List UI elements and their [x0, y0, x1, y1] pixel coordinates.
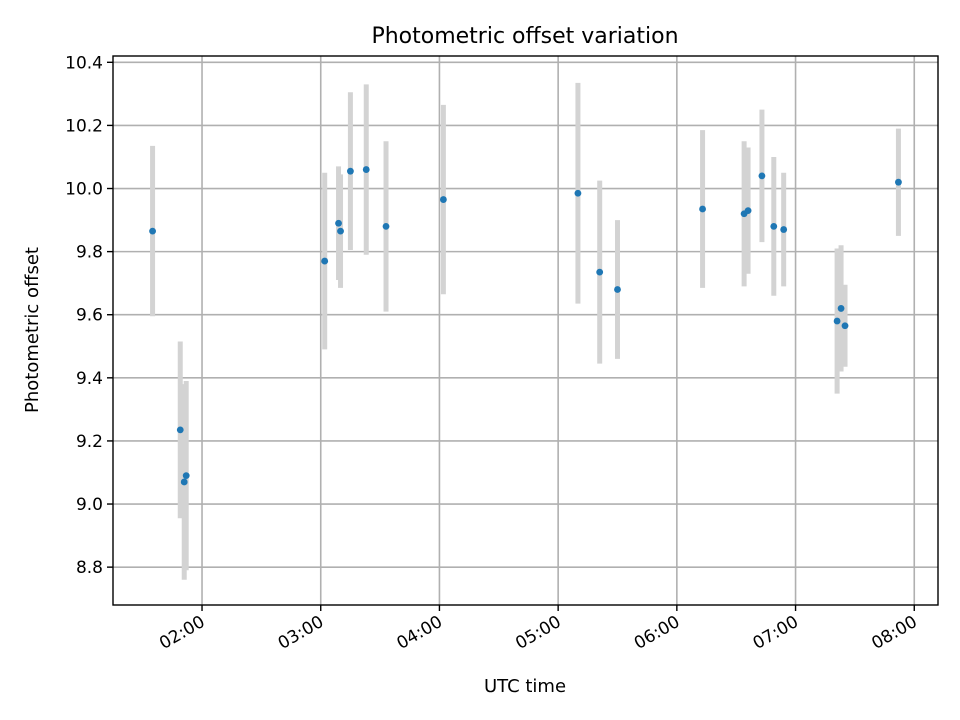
y-tick-label: 9.2 [76, 432, 103, 452]
data-point [382, 222, 390, 230]
y-tick-label: 10.4 [65, 53, 103, 73]
y-axis-ticks: 8.8 9.0 9.2 9.4 9.6 9.8 10.0 10.2 10.4 [65, 53, 113, 578]
data-point [744, 207, 752, 215]
data-point [321, 257, 329, 265]
data-point [362, 166, 370, 173]
chart-title: Photometric offset variation [371, 24, 678, 49]
data-point [182, 472, 190, 480]
data-point [780, 226, 788, 233]
data-point [895, 178, 902, 186]
plot-frame [112, 55, 939, 606]
y-tick-label: 10.2 [65, 116, 103, 136]
y-tick-label: 9.4 [76, 369, 103, 389]
data-point [614, 286, 621, 293]
y-tick-label: 9.0 [76, 495, 103, 515]
data-point [833, 317, 841, 325]
plot-area [113, 56, 938, 605]
y-tick-label: 8.8 [76, 558, 103, 578]
x-axis-label: UTC time [484, 676, 566, 697]
data-point [596, 268, 604, 276]
data-point [176, 426, 184, 434]
data-point [841, 322, 849, 330]
data-point [699, 205, 706, 213]
data-point [837, 305, 845, 312]
data-point [347, 167, 354, 175]
data-point [758, 172, 766, 180]
data-points [149, 166, 902, 486]
data-point [180, 478, 188, 486]
y-tick-label: 10.0 [65, 180, 103, 200]
y-tick-label: 9.6 [76, 306, 103, 326]
data-point [439, 196, 447, 203]
data-point [335, 219, 342, 227]
grid-lines [113, 56, 938, 605]
data-point [337, 227, 344, 235]
data-point [149, 227, 156, 235]
data-point [574, 189, 582, 197]
y-tick-label: 9.8 [76, 243, 103, 263]
data-point [770, 222, 778, 230]
y-axis-label: Photometric offset [22, 247, 43, 413]
